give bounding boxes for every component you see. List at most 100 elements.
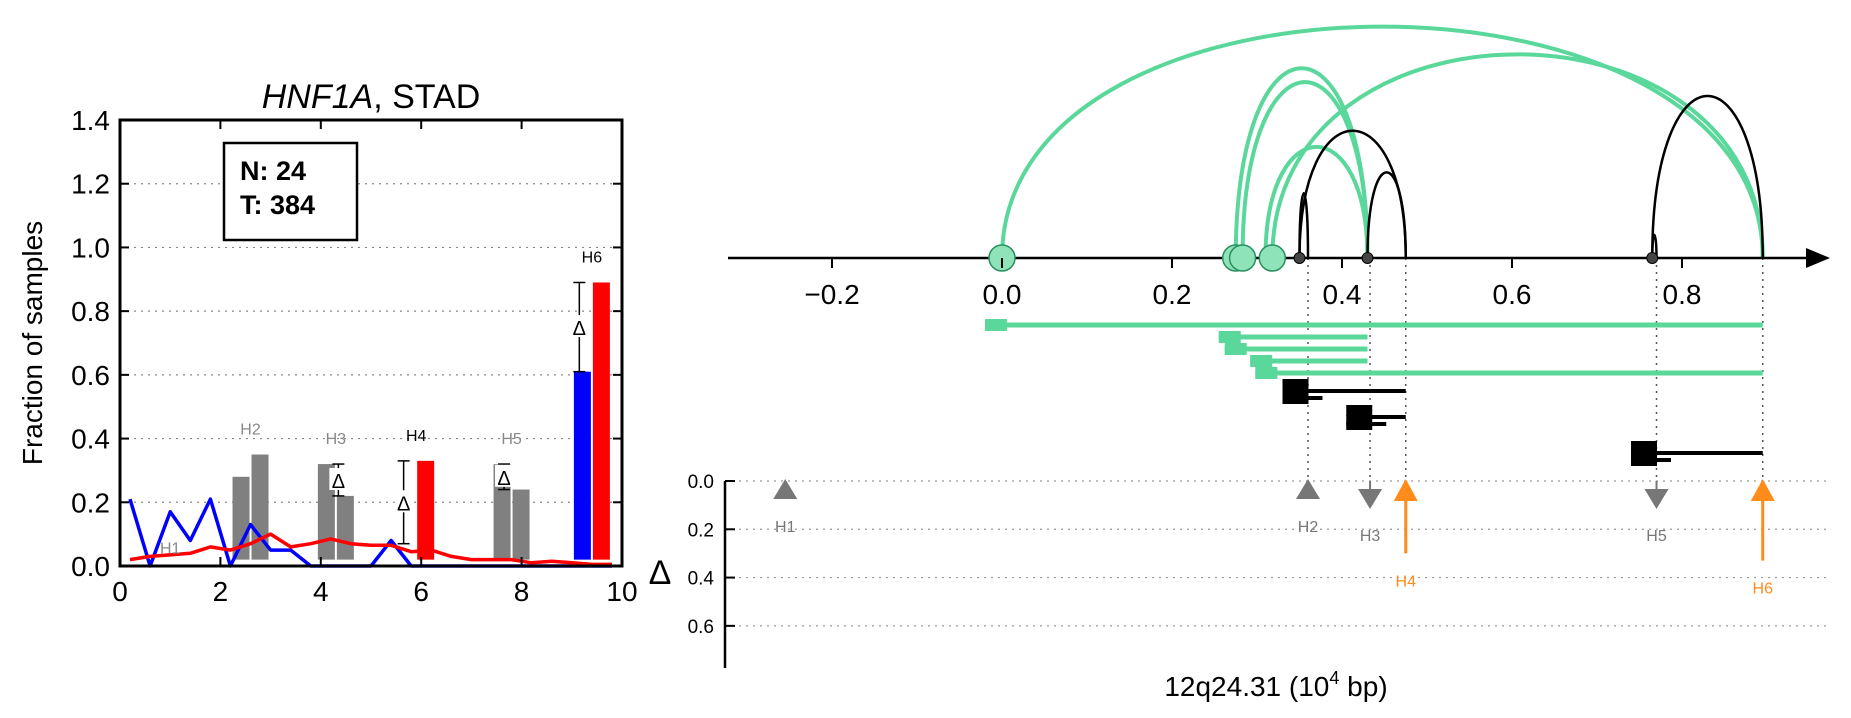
left-delta-symbol: Δ	[332, 471, 345, 493]
left-y-tick-label: 1.2	[71, 169, 110, 200]
left-x-tick-label: 0	[112, 576, 128, 607]
delta-marker-up	[1393, 479, 1418, 501]
delta-marker-down	[1358, 489, 1383, 509]
delta-marker-up	[1296, 479, 1320, 499]
left-delta-symbol-bg	[495, 464, 514, 487]
right-node-green	[1228, 244, 1257, 272]
right-x-ticks: −0.2 0.0 0.2 0.4 0.6 0.8	[804, 258, 1701, 310]
right-x-axis-label-exp: 4	[1329, 668, 1339, 688]
delta-axis-label: Δ	[649, 554, 672, 592]
left-delta-symbol-bg	[570, 315, 589, 338]
right-x-axis-label-main: 12q24.31 (10	[1164, 671, 1329, 702]
delta-marker-label: H3	[1360, 528, 1381, 545]
right-arc	[1298, 191, 1310, 259]
delta-y-tick-label: 0.6	[688, 617, 714, 638]
right-interval-marker	[1218, 331, 1241, 343]
left-y-tick-label: 0.0	[71, 551, 110, 582]
delta-marker-label: H2	[1298, 519, 1319, 536]
left-y-tick-label: 0.2	[71, 487, 110, 518]
delta-marker-label: H5	[1646, 528, 1667, 545]
left-y-ticks: 0.0 0.2 0.4 0.6 0.8 1.0 1.2 1.4	[71, 105, 622, 582]
left-y-tick-label: 0.8	[71, 296, 110, 327]
right-x-axis-arrow	[1806, 248, 1830, 268]
right-node-black	[1361, 252, 1374, 264]
right-interval-marker	[985, 319, 1007, 331]
right-interval-marker	[1631, 441, 1657, 452]
stats-normal-count: N: 24	[240, 156, 306, 186]
left-bar-tumor	[417, 460, 435, 560]
delta-panel: 0.0 0.2 0.4 0.6 H1 H2 H3 H4 H5 H6	[688, 472, 1830, 668]
right-arc-diagram: −0.2 0.0 0.2 0.4 0.6 0.8 0.0 0.2 0.4 0.6 H1 H2 H3 H4…	[649, 24, 1830, 702]
left-series-lines	[128, 497, 612, 568]
delta-y-tick-label: 0.2	[688, 520, 714, 541]
left-delta-markers: Δ Δ Δ Δ	[329, 281, 589, 545]
left-bar-normal	[493, 464, 511, 560]
stats-tumor-count: T: 384	[240, 190, 315, 220]
right-arc	[1298, 129, 1407, 259]
left-bar-label: H4	[406, 428, 427, 445]
left-bar-label: H3	[326, 431, 347, 448]
left-delta-symbol: Δ	[497, 468, 510, 490]
left-bar-label: H2	[240, 422, 261, 439]
left-bar-normal	[573, 371, 591, 560]
right-x-tick-label: 0.2	[1153, 279, 1192, 310]
left-x-tick-label: 6	[413, 576, 429, 607]
right-arc	[1000, 24, 1765, 259]
delta-marker-label: H6	[1753, 581, 1774, 598]
right-arc	[1270, 52, 1765, 259]
right-arcs	[1000, 24, 1765, 259]
left-series-line	[128, 497, 612, 568]
right-node-black	[1646, 252, 1659, 264]
left-x-tick-label: 2	[213, 576, 229, 607]
right-interval-marker	[1346, 405, 1373, 416]
left-chart-title: HNF1A, STAD	[262, 78, 481, 116]
right-arc	[1366, 171, 1407, 259]
left-y-tick-label: 1.0	[71, 232, 110, 263]
left-delta-symbol-bg	[394, 490, 413, 513]
right-x-tick-label: 0.0	[983, 279, 1022, 310]
left-plot-frame	[118, 118, 624, 568]
right-arc	[1263, 144, 1370, 259]
left-bar-tumor	[512, 489, 530, 560]
delta-marker-label: H1	[775, 519, 796, 536]
right-intervals	[985, 319, 1763, 466]
left-bar-chart: Δ Δ Δ Δ H1 H2 H3 H4 H5 H6 0 2 4 6 8 10 0.0 0.2 0.4 0.6 0.…	[17, 78, 638, 607]
right-interval-marker	[1282, 379, 1309, 390]
left-bar-label: H5	[501, 431, 522, 448]
delta-marker-label: H4	[1396, 573, 1417, 590]
right-arc	[1240, 80, 1370, 259]
left-x-tick-label: 10	[606, 576, 637, 607]
right-x-tick-label: 0.8	[1663, 279, 1702, 310]
delta-marker-up	[773, 479, 798, 499]
left-chart-title-gene: HNF1A	[262, 78, 373, 116]
left-bar-labels: H1 H2 H3 H4 H5 H6	[160, 249, 602, 557]
left-delta-symbol: Δ	[397, 493, 410, 515]
left-y-tick-label: 0.4	[71, 424, 110, 455]
left-bar-label: H1	[160, 540, 181, 557]
right-interval-marker	[1250, 355, 1273, 367]
left-y-tick-label: 0.6	[71, 360, 110, 391]
left-delta-symbol: Δ	[573, 318, 586, 340]
stats-box	[222, 141, 359, 242]
right-x-tick-label: 0.6	[1493, 279, 1532, 310]
right-arc	[1651, 94, 1764, 259]
right-node-black	[1293, 252, 1306, 264]
left-chart-title-rest: , STAD	[373, 78, 480, 116]
right-node-green	[1258, 244, 1287, 272]
right-x-tick-label: 0.4	[1323, 279, 1362, 310]
left-bar-tumor	[336, 495, 354, 560]
left-x-ticks: 0 2 4 6 8 10	[112, 120, 638, 607]
left-bars	[232, 282, 610, 560]
delta-y-tick-label: 0.4	[688, 569, 715, 590]
delta-marker-up	[1750, 479, 1775, 501]
right-x-axis-label-tail: bp)	[1339, 671, 1387, 702]
left-delta-symbol-bg	[329, 467, 348, 490]
right-interval-marker	[1255, 367, 1278, 379]
left-bar-label: H6	[582, 249, 603, 266]
delta-marker-down	[1644, 489, 1669, 509]
left-series-line	[129, 532, 612, 567]
left-x-tick-label: 4	[313, 576, 329, 607]
right-interval-marker	[1224, 343, 1247, 355]
left-x-tick-label: 8	[514, 576, 530, 607]
